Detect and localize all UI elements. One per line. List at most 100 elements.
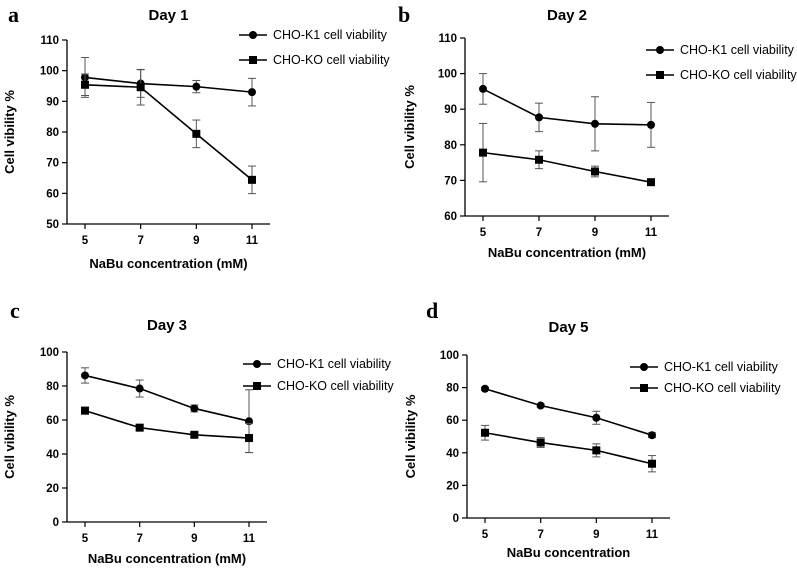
x-tick-label: 5: [82, 533, 89, 545]
series-cho-ko: CHO-KO cell viability: [81, 53, 390, 195]
data-point: [535, 155, 543, 164]
data-point: [481, 384, 489, 393]
series-cho-ko: CHO-KO cell viability: [481, 381, 781, 473]
legend-marker: [249, 56, 257, 64]
panel-letter: c: [10, 298, 20, 323]
x-tick-label: 11: [645, 227, 658, 239]
x-axis-label: NaBu concentration: [507, 545, 631, 560]
y-tick-label: 70: [444, 175, 457, 187]
series-cho-ko: CHO-KO cell viability: [81, 379, 394, 453]
series-line: [84, 374, 250, 422]
legend-marker: [656, 71, 664, 79]
x-tick-label: 7: [136, 533, 142, 545]
data-point: [248, 88, 256, 97]
legend-label: CHO-K1 cell viability: [273, 28, 388, 42]
legend-marker: [249, 31, 257, 39]
y-tick-label: 80: [46, 381, 59, 393]
y-axis-label: Cell vibility %: [2, 90, 17, 174]
x-tick-label: 11: [246, 235, 259, 247]
y-tick-label: 20: [46, 483, 59, 495]
panel-letter: b: [398, 2, 410, 27]
data-point: [192, 129, 201, 138]
x-axis-label: NaBu concentration (mM): [89, 256, 247, 271]
x-tick-label: 7: [537, 529, 543, 541]
legend-label: CHO-KO cell viability: [680, 68, 797, 82]
data-point: [648, 459, 656, 468]
x-axis-label: NaBu concentration (mM): [488, 245, 646, 260]
chart-title: Day 1: [148, 7, 188, 24]
y-tick-label: 80: [446, 383, 459, 395]
series-line: [84, 83, 253, 181]
y-axis-label: Cell vibility %: [2, 395, 17, 479]
chart-title: Day 2: [547, 7, 587, 24]
x-tick-label: 7: [137, 235, 143, 247]
x-tick-label: 9: [592, 227, 598, 239]
x-tick-label: 9: [193, 235, 199, 247]
y-tick-label: 70: [46, 158, 59, 170]
y-tick-label: 50: [46, 219, 59, 231]
y-axis-label: Cell vibility %: [403, 394, 418, 478]
legend-label: CHO-KO cell viability: [664, 381, 781, 395]
y-tick-label: 80: [46, 127, 59, 139]
data-point: [481, 428, 489, 437]
data-point: [591, 167, 599, 176]
panel-letter: a: [8, 2, 19, 27]
chart-title: Day 5: [548, 319, 588, 336]
series-line: [482, 88, 652, 126]
x-tick-label: 9: [593, 529, 599, 541]
series-cho-k1: CHO-K1 cell viability: [481, 360, 779, 440]
x-tick-label: 5: [82, 235, 89, 247]
chart-title: Day 3: [147, 317, 187, 334]
legend-marker: [253, 360, 261, 368]
data-point: [81, 80, 89, 89]
y-tick-label: 90: [46, 96, 59, 108]
y-tick-label: 100: [440, 350, 459, 362]
x-tick-label: 5: [480, 227, 487, 239]
panel-c: c Day 3 0 20 40 60 80 100 5 7 9 11 NaBu concentratio…: [2, 298, 394, 566]
y-tick-label: 100: [40, 347, 59, 359]
y-tick-label: 60: [46, 188, 59, 200]
data-point: [81, 371, 89, 380]
y-tick-label: 40: [46, 449, 59, 461]
data-point: [536, 401, 545, 410]
y-tick-label: 110: [438, 33, 457, 45]
series-cho-k1: CHO-K1 cell viability: [81, 357, 392, 454]
y-tick-label: 80: [444, 140, 457, 152]
series-line: [84, 409, 250, 439]
data-point: [592, 413, 601, 422]
y-tick-label: 110: [40, 35, 59, 47]
data-point: [647, 120, 655, 129]
legend-label: CHO-K1 cell viability: [680, 43, 795, 57]
y-tick-label: 100: [40, 66, 59, 78]
data-point: [81, 406, 89, 415]
data-point: [136, 83, 145, 92]
y-tick-label: 100: [438, 69, 457, 81]
data-point: [536, 438, 545, 447]
x-tick-label: 5: [482, 529, 489, 541]
legend-marker: [656, 46, 664, 54]
x-tick-label: 7: [536, 227, 542, 239]
legend-label: CHO-K1 cell viability: [664, 360, 779, 374]
data-point: [245, 434, 253, 443]
y-tick-label: 0: [53, 517, 59, 529]
y-tick-label: 0: [453, 513, 459, 525]
series-line: [84, 76, 253, 93]
data-point: [192, 82, 201, 91]
data-point: [479, 148, 487, 157]
data-point: [648, 431, 656, 440]
y-tick-label: 60: [444, 211, 457, 223]
series-cho-k1: CHO-K1 cell viability: [479, 43, 795, 152]
data-point: [190, 430, 199, 439]
legend-label: CHO-KO cell viability: [277, 379, 394, 393]
legend-label: CHO-KO cell viability: [273, 53, 390, 67]
panel-a: a Day 1 50 60 70 80 90 100 110 5 7 9 11 NaBu concentr…: [2, 2, 390, 271]
x-tick-label: 11: [646, 529, 659, 541]
panel-letter: d: [426, 298, 438, 323]
data-point: [647, 178, 655, 187]
y-tick-label: 60: [446, 415, 459, 427]
panel-d: d Day 5 0 20 40 60 80 100 5 7 9 11 NaBu concentratio…: [403, 298, 781, 560]
series-line: [484, 387, 653, 436]
series-cho-ko: CHO-KO cell viability: [479, 68, 797, 187]
data-point: [135, 423, 144, 432]
y-tick-label: 40: [446, 448, 459, 460]
